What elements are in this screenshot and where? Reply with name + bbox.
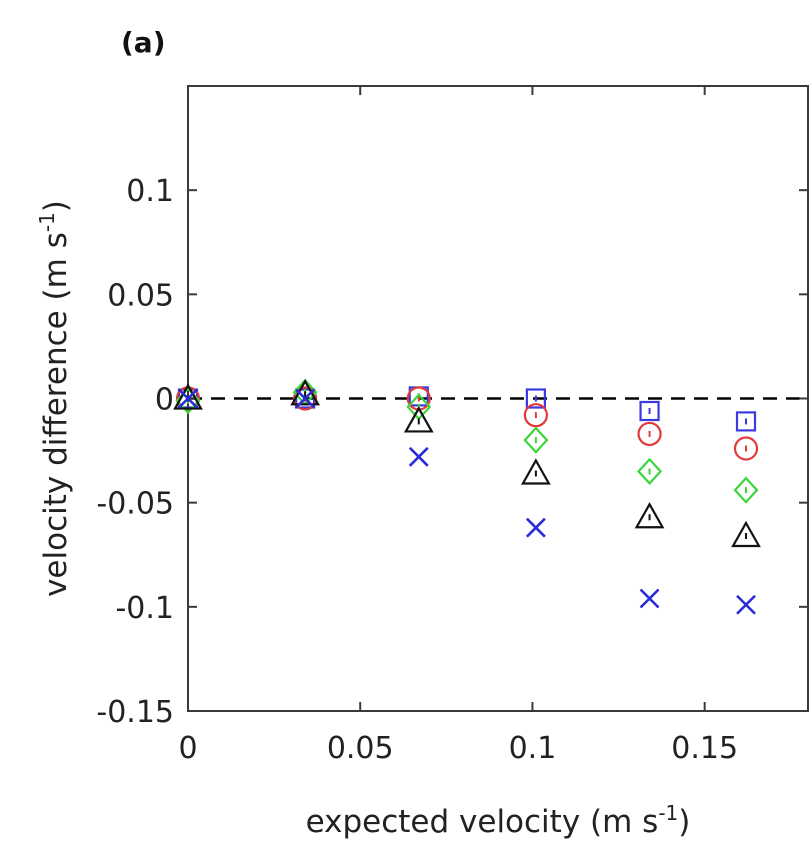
x-marker: [639, 588, 660, 609]
y-axis-ticks: -0.15 -0.1 -0.05 0 0.05 0.1: [96, 174, 808, 730]
y-tick-label: 0: [155, 383, 174, 418]
x-tick-label: 0.15: [671, 731, 738, 766]
y-tick-label: -0.1: [115, 591, 174, 626]
x-series: [178, 388, 756, 615]
panel-label: (a): [121, 26, 166, 59]
triangle-marker: [731, 520, 761, 548]
y-tick-label: -0.15: [96, 695, 174, 730]
plot-area: -0.15 -0.1 -0.05 0 0.05 0.1 0 0.05 0.1 0.15: [96, 85, 809, 766]
triangle-marker: [173, 383, 203, 410]
y-axis-title: velocity difference (m s-1): [35, 200, 74, 597]
y-tick-label: -0.05: [96, 487, 174, 522]
diamond-marker: [523, 426, 549, 454]
x-marker: [408, 446, 429, 467]
square-marker: [525, 388, 546, 409]
square-marker: [735, 411, 757, 432]
triangle-marker: [521, 458, 551, 485]
x-marker: [736, 594, 756, 615]
circle-marker: [637, 421, 662, 447]
x-marker: [295, 388, 316, 409]
x-axis-title: expected velocity (m s-1): [306, 801, 691, 840]
data-markers: [173, 378, 761, 615]
triangle-marker: [634, 502, 665, 529]
triangle-marker: [403, 406, 434, 433]
x-tick-label: 0: [178, 731, 197, 766]
x-marker: [178, 388, 198, 409]
x-tick-label: 0.1: [509, 731, 557, 766]
circle-marker: [293, 386, 318, 411]
diamond-marker: [637, 457, 663, 486]
circle-marker: [733, 436, 759, 461]
diamond-marker: [733, 476, 759, 504]
y-tick-label: 0.1: [126, 174, 174, 209]
circle-marker: [523, 403, 548, 428]
x-axis-ticks: 0 0.05 0.1 0.15: [178, 86, 738, 766]
square-marker: [639, 400, 660, 422]
y-tick-label: 0.05: [107, 278, 174, 313]
x-tick-label: 0.05: [327, 731, 394, 766]
x-marker: [525, 517, 546, 538]
